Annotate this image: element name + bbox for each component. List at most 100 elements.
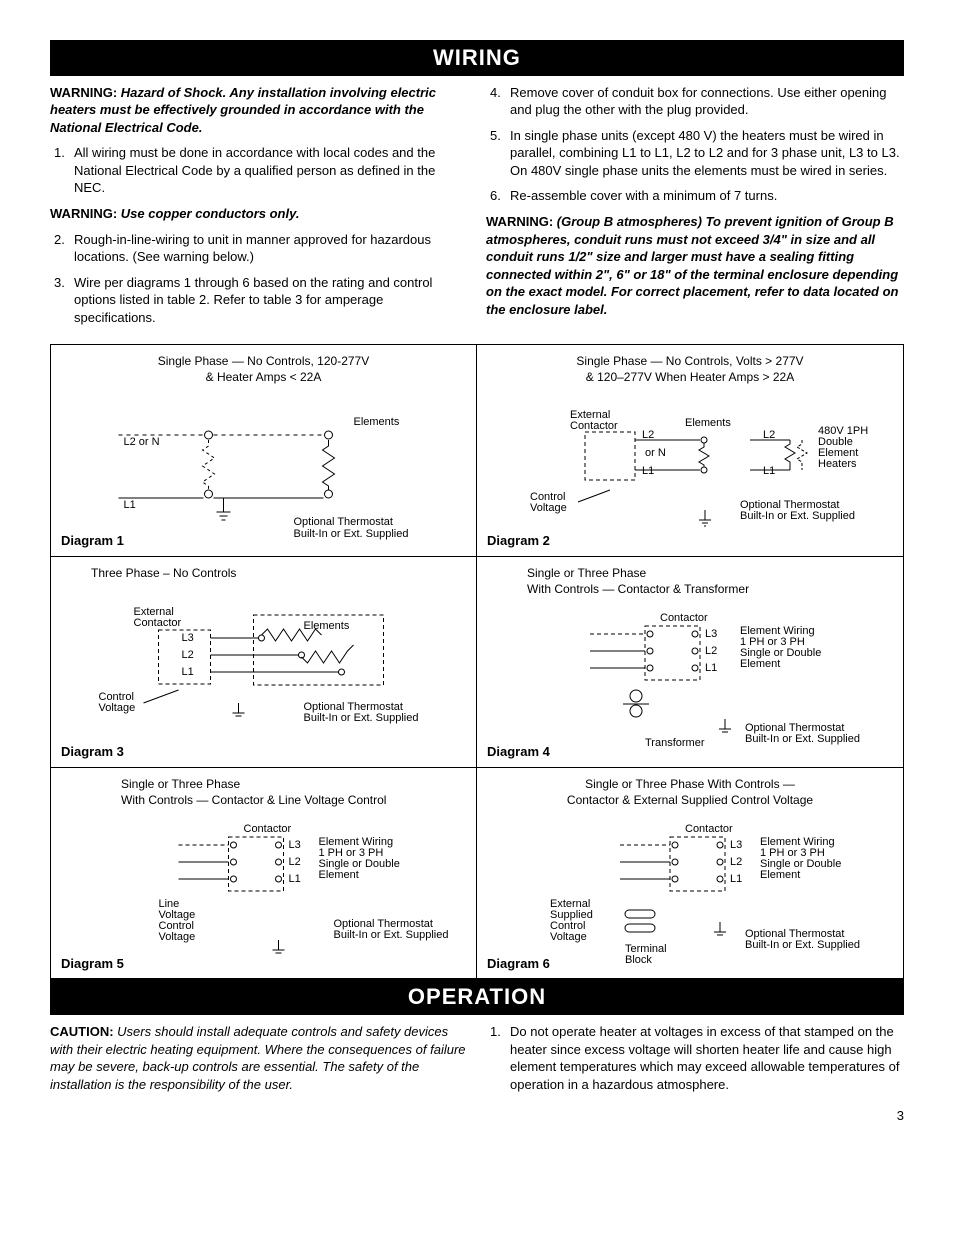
svg-text:Optional ThermostatBuilt-In or: Optional ThermostatBuilt-In or Ext. Supp… xyxy=(334,918,449,941)
svg-text:Element Wiring1 PH or 3 PHSing: Element Wiring1 PH or 3 PHSingle or Doub… xyxy=(760,836,841,881)
item-text: Rough-in-line-wiring to unit in manner a… xyxy=(74,232,431,265)
svg-text:L2: L2 xyxy=(642,429,654,441)
item-number: 3. xyxy=(54,274,65,292)
svg-text:TerminalBlock: TerminalBlock xyxy=(625,943,667,966)
caution-paragraph: CAUTION: Users should install adequate c… xyxy=(50,1023,468,1093)
svg-text:L3: L3 xyxy=(730,839,742,851)
svg-text:ControlVoltage: ControlVoltage xyxy=(99,691,136,714)
warning-2: WARNING: Use copper conductors only. xyxy=(50,205,468,223)
svg-text:Contactor: Contactor xyxy=(244,823,292,835)
diagram-5-cell: Single or Three PhaseWith Controls — Con… xyxy=(51,768,477,978)
wiring-header: WIRING xyxy=(50,40,904,76)
svg-text:Element Wiring1 PH or 3 PHSing: Element Wiring1 PH or 3 PHSingle or Doub… xyxy=(740,625,821,670)
svg-text:L1: L1 xyxy=(730,873,742,885)
svg-text:Elements: Elements xyxy=(304,620,350,632)
diagram-1-svg: L2 or N Elements L1 Optional ThermostatB… xyxy=(61,390,466,550)
wiring-item-2: 2. Rough-in-line-wiring to unit in manne… xyxy=(50,231,468,266)
svg-text:or N: or N xyxy=(645,447,666,459)
svg-text:Optional ThermostatBuilt-In or: Optional ThermostatBuilt-In or Ext. Supp… xyxy=(745,928,860,951)
item-number: 1. xyxy=(54,144,65,162)
item-text: Do not operate heater at voltages in exc… xyxy=(510,1024,899,1092)
item-text: All wiring must be done in accordance wi… xyxy=(74,145,435,195)
svg-text:L1: L1 xyxy=(705,662,717,674)
wiring-columns: WARNING: Hazard of Shock. Any installati… xyxy=(50,84,904,335)
svg-text:480V 1PHDoubleElementHeaters: 480V 1PHDoubleElementHeaters xyxy=(818,425,868,470)
diagram-2-caption: Diagram 2 xyxy=(487,532,550,550)
svg-text:Optional ThermostatBuilt-In or: Optional ThermostatBuilt-In or Ext. Supp… xyxy=(745,722,860,745)
item-text: In single phase units (except 480 V) the… xyxy=(510,128,900,178)
svg-text:Contactor: Contactor xyxy=(685,823,733,835)
operation-item-1: 1. Do not operate heater at voltages in … xyxy=(486,1023,904,1093)
svg-text:Optional ThermostatBuilt-In or: Optional ThermostatBuilt-In or Ext. Supp… xyxy=(294,516,409,540)
page-number: 3 xyxy=(50,1107,904,1125)
svg-text:Transformer: Transformer xyxy=(645,737,705,749)
diagram-3-caption: Diagram 3 xyxy=(61,743,124,761)
item-number: 6. xyxy=(490,187,501,205)
svg-text:L3: L3 xyxy=(182,632,194,644)
svg-text:ExternalSuppliedControlVoltage: ExternalSuppliedControlVoltage xyxy=(550,898,593,943)
svg-text:Elements: Elements xyxy=(685,417,731,429)
diagram-1-cell: Single Phase — No Controls, 120-277V& He… xyxy=(51,345,477,556)
warning-label: WARNING: xyxy=(50,206,117,221)
item-number: 1. xyxy=(490,1023,501,1041)
item-text: Wire per diagrams 1 through 6 based on t… xyxy=(74,275,432,325)
svg-text:L1: L1 xyxy=(124,499,136,511)
diagram-3-svg: ExternalContactor L3 L2 L1 Elements Cont… xyxy=(61,585,466,745)
item-number: 2. xyxy=(54,231,65,249)
diagrams-grid: Single Phase — No Controls, 120-277V& He… xyxy=(50,344,904,979)
svg-text:L2 or N: L2 or N xyxy=(124,436,160,448)
warning-text: Use copper conductors only. xyxy=(121,206,300,221)
warning-3: WARNING: (Group B atmospheres) To preven… xyxy=(486,213,904,318)
svg-text:L2: L2 xyxy=(763,429,775,441)
diagram-1-title: Single Phase — No Controls, 120-277V& He… xyxy=(61,353,466,385)
diagram-1-caption: Diagram 1 xyxy=(61,532,124,550)
diagram-5-caption: Diagram 5 xyxy=(61,955,124,973)
item-number: 5. xyxy=(490,127,501,145)
warning-label: WARNING: xyxy=(486,214,553,229)
svg-text:L1: L1 xyxy=(289,873,301,885)
item-text: Remove cover of conduit box for connecti… xyxy=(510,85,887,118)
svg-text:L2: L2 xyxy=(289,856,301,868)
diagram-4-cell: Single or Three PhaseWith Controls — Con… xyxy=(477,557,903,768)
svg-text:Contactor: Contactor xyxy=(660,612,708,624)
svg-text:L1: L1 xyxy=(642,465,654,477)
diagram-6-svg: Contactor L3 L2 L1 Element Wiring1 PH or… xyxy=(487,812,893,972)
svg-text:Optional ThermostatBuilt-In or: Optional ThermostatBuilt-In or Ext. Supp… xyxy=(304,701,419,724)
svg-text:L1: L1 xyxy=(763,465,775,477)
svg-text:ControlVoltage: ControlVoltage xyxy=(530,491,567,514)
svg-text:Element Wiring1 PH or 3 PHSing: Element Wiring1 PH or 3 PHSingle or Doub… xyxy=(319,836,400,881)
wiring-item-4: 4. Remove cover of conduit box for conne… xyxy=(486,84,904,119)
item-text: Re-assemble cover with a minimum of 7 tu… xyxy=(510,188,777,203)
diagram-3-cell: Three Phase – No Controls ExternalContac… xyxy=(51,557,477,768)
diagram-6-cell: Single or Three Phase With Controls —Con… xyxy=(477,768,903,978)
svg-text:L1: L1 xyxy=(182,666,194,678)
svg-text:Optional ThermostatBuilt-In or: Optional ThermostatBuilt-In or Ext. Supp… xyxy=(740,499,855,522)
svg-text:ExternalContactor: ExternalContactor xyxy=(570,409,618,432)
diagram-4-title: Single or Three PhaseWith Controls — Con… xyxy=(487,565,893,597)
svg-text:L2: L2 xyxy=(705,645,717,657)
svg-text:L2: L2 xyxy=(182,649,194,661)
wiring-item-6: 6. Re-assemble cover with a minimum of 7… xyxy=(486,187,904,205)
wiring-right-col: 4. Remove cover of conduit box for conne… xyxy=(486,84,904,335)
diagram-4-caption: Diagram 4 xyxy=(487,743,550,761)
wiring-item-5: 5. In single phase units (except 480 V) … xyxy=(486,127,904,180)
svg-text:LineVoltageControlVoltage: LineVoltageControlVoltage xyxy=(159,898,196,943)
warning-label: WARNING: xyxy=(50,85,117,100)
diagram-2-svg: ExternalContactor L2 or N L1 Elements L2… xyxy=(487,390,893,550)
wiring-left-col: WARNING: Hazard of Shock. Any installati… xyxy=(50,84,468,335)
operation-right-col: 1. Do not operate heater at voltages in … xyxy=(486,1023,904,1101)
diagram-4-svg: Contactor L3 L2 L1 Element Wiring1 PH or… xyxy=(487,601,893,761)
warning-1: WARNING: Hazard of Shock. Any installati… xyxy=(50,84,468,137)
diagram-3-title: Three Phase – No Controls xyxy=(61,565,466,581)
item-number: 4. xyxy=(490,84,501,102)
diagram-5-title: Single or Three PhaseWith Controls — Con… xyxy=(61,776,466,808)
svg-text:L2: L2 xyxy=(730,856,742,868)
svg-text:Elements: Elements xyxy=(354,416,400,428)
diagram-6-title: Single or Three Phase With Controls —Con… xyxy=(487,776,893,808)
diagram-2-title: Single Phase — No Controls, Volts > 277V… xyxy=(487,353,893,385)
svg-text:L3: L3 xyxy=(289,839,301,851)
diagram-2-cell: Single Phase — No Controls, Volts > 277V… xyxy=(477,345,903,556)
warning-text: (Group B atmospheres) To prevent ignitio… xyxy=(486,214,899,317)
svg-text:L3: L3 xyxy=(705,628,717,640)
diagram-6-caption: Diagram 6 xyxy=(487,955,550,973)
